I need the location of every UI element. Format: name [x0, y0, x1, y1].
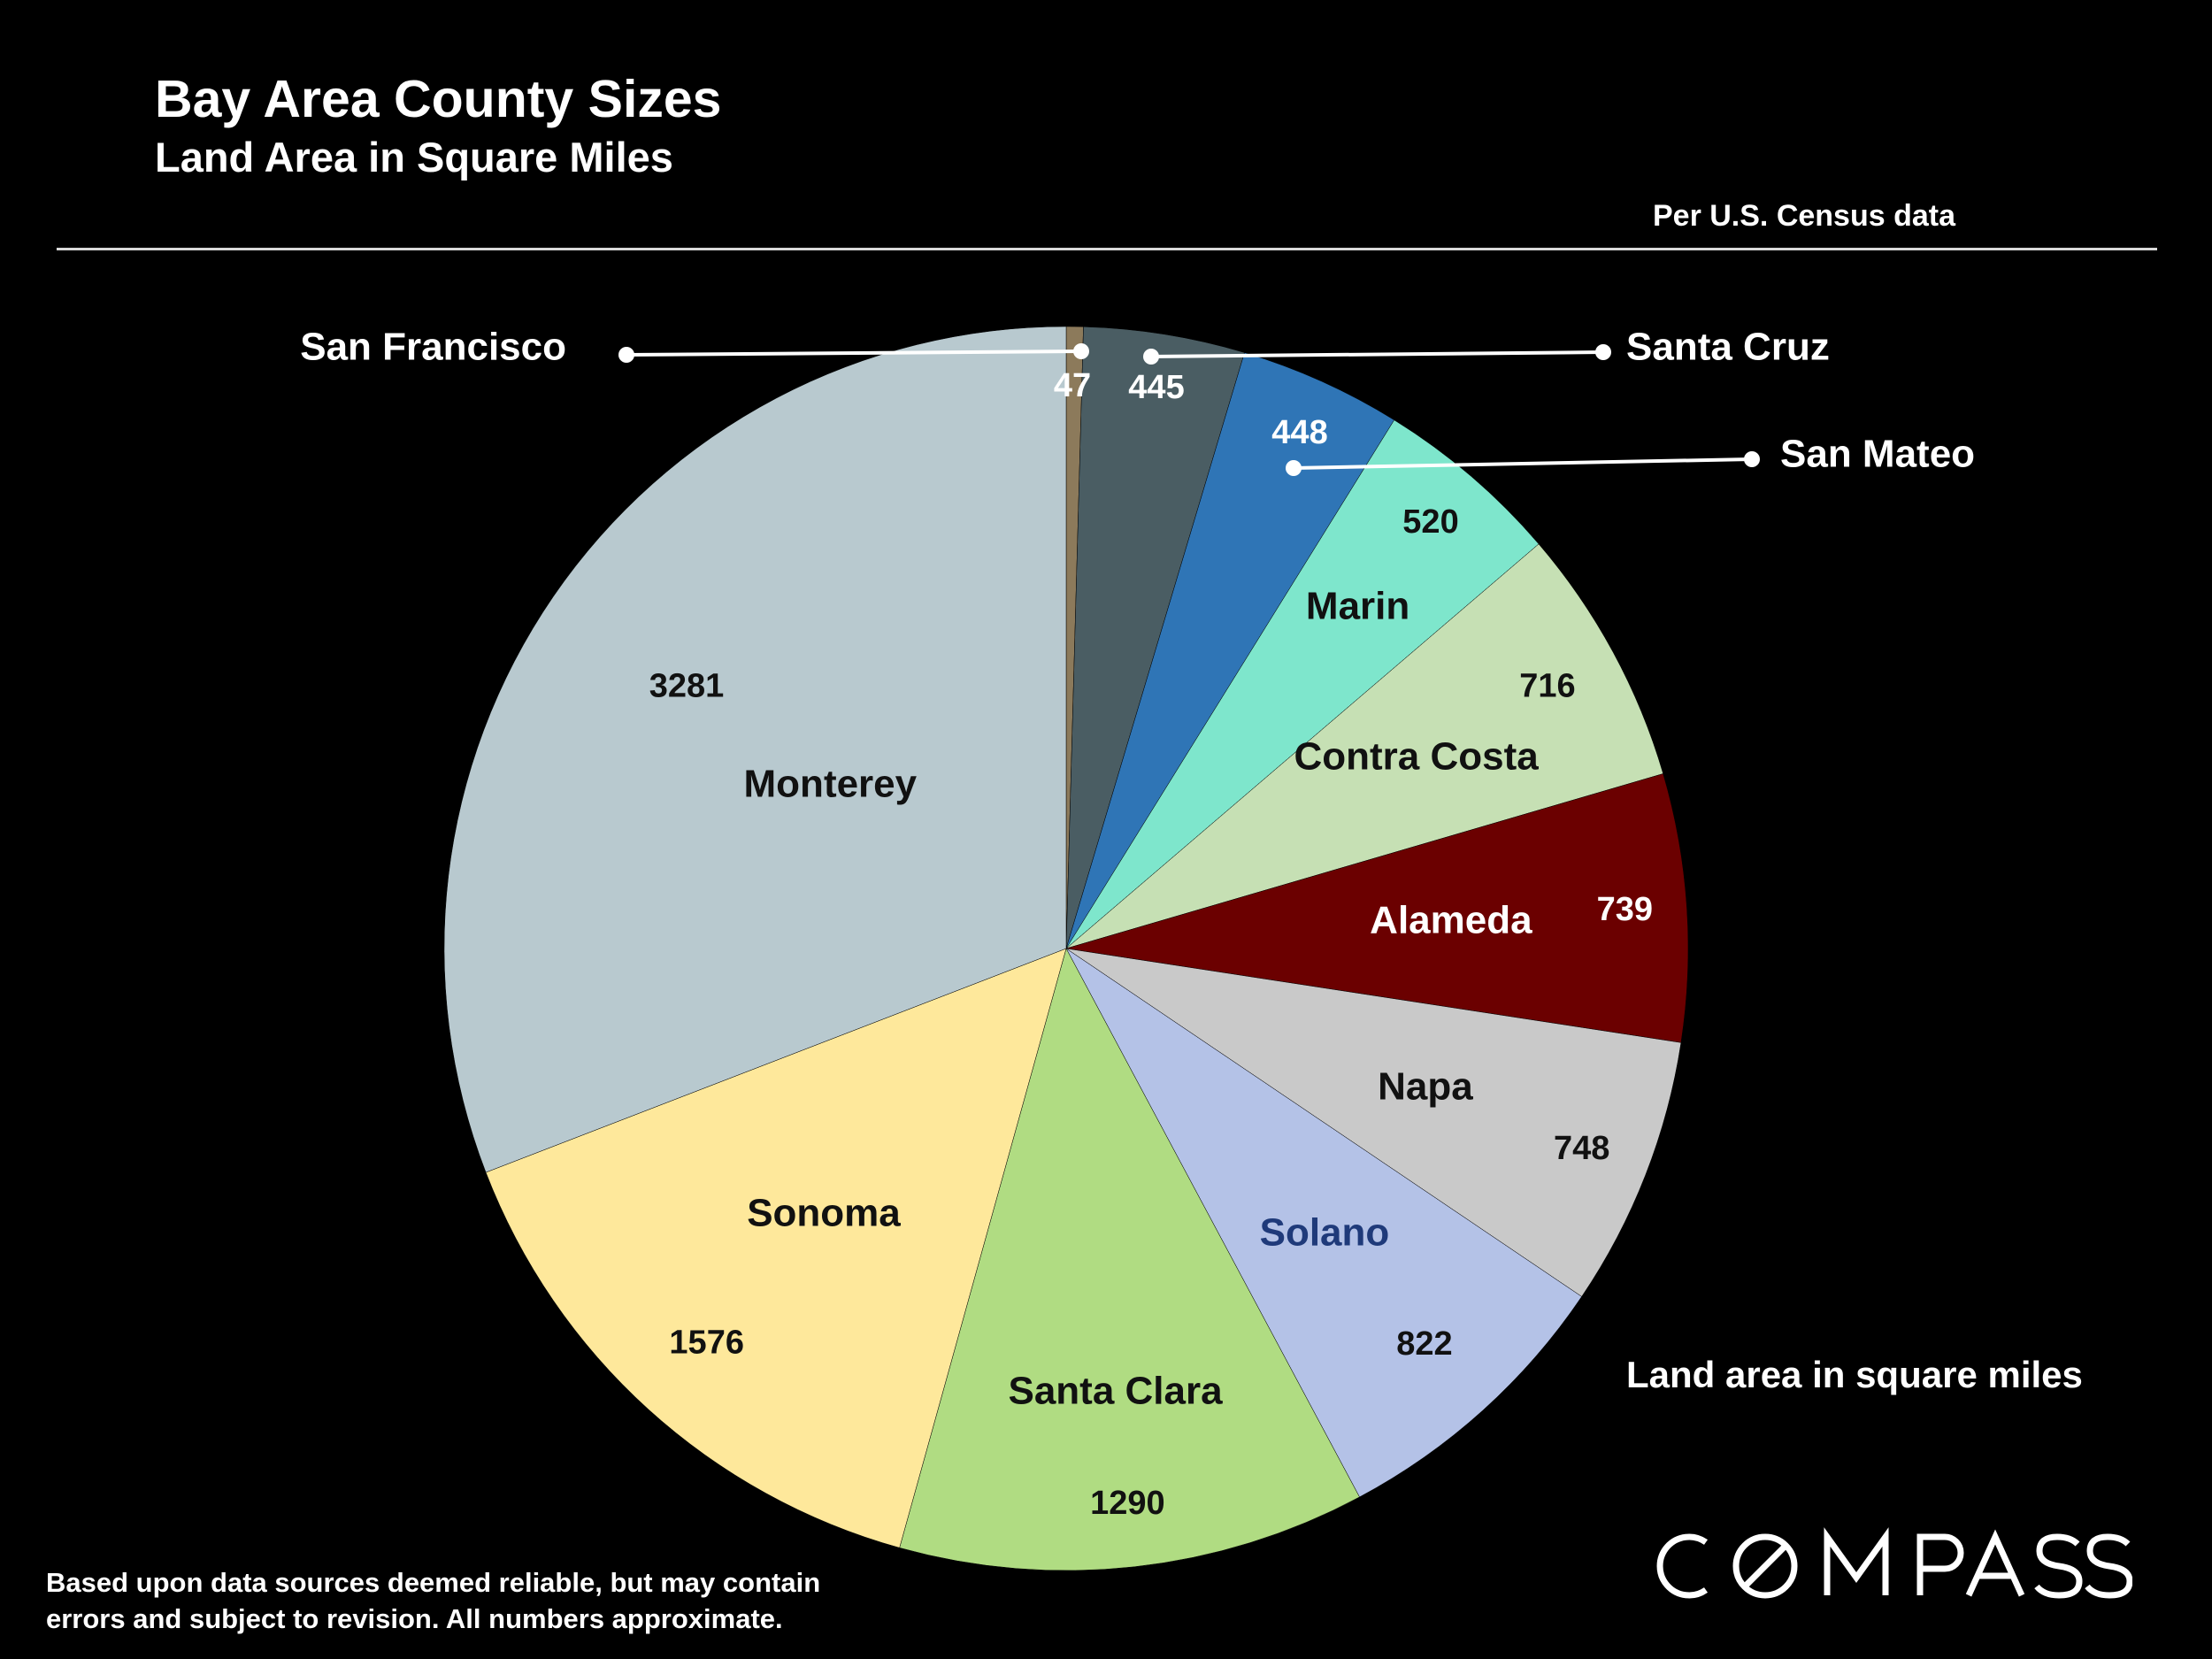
slice-label-alameda: Alameda	[1370, 899, 1532, 942]
callout-dot-santa-cruz	[1595, 344, 1611, 360]
slice-value-san-mateo: 448	[1271, 414, 1327, 451]
slice-label-solano: Solano	[1260, 1210, 1390, 1254]
slice-value-santa-clara: 1290	[1090, 1485, 1165, 1522]
slice-value-napa: 748	[1554, 1130, 1609, 1167]
slice-label-san-mateo: San Mateo	[1780, 433, 1975, 476]
slice-label-santa-cruz: Santa Cruz	[1626, 326, 1830, 369]
slice-label-napa: Napa	[1378, 1064, 1473, 1108]
slice-value-solano: 822	[1396, 1325, 1452, 1363]
header-divider	[57, 248, 2157, 250]
callout-dot-san-mateo	[1744, 451, 1760, 467]
slice-value-monterey: 3281	[649, 668, 725, 705]
callout-dot-san-francisco	[1073, 343, 1089, 359]
pie-slice-marin	[1065, 419, 1540, 949]
pie-slice-santa-clara	[899, 948, 1360, 1571]
source-note: Per U.S. Census data	[1652, 199, 1955, 233]
pie-slice-san-mateo	[1065, 352, 1395, 949]
disclaimer: Based upon data sources deemed reliable,…	[46, 1564, 820, 1637]
pie-slice-santa-cruz	[1065, 326, 1245, 949]
callout-line-santa-cruz	[1150, 350, 1604, 358]
chart-title: Bay Area County Sizes	[155, 70, 722, 128]
legend-note: Land area in square miles	[1626, 1354, 2083, 1395]
pie-slice-contra-costa	[1065, 543, 1663, 949]
slice-label-san-francisco: San Francisco	[300, 326, 566, 369]
pie-slice-napa	[1065, 948, 1682, 1297]
callout-dot-san-francisco	[618, 347, 634, 363]
disclaimer-line-1: Based upon data sources deemed reliable,…	[46, 1567, 821, 1598]
pie-slice-alameda	[1065, 773, 1689, 1043]
slice-label-sonoma: Sonoma	[747, 1192, 901, 1235]
slice-value-alameda: 739	[1597, 891, 1653, 928]
slice-value-santa-cruz: 445	[1128, 369, 1184, 406]
callout-line-san-francisco	[626, 349, 1082, 357]
slice-label-marin: Marin	[1306, 584, 1409, 627]
compass-logo	[1656, 1527, 2132, 1599]
slice-value-san-francisco: 47	[1054, 367, 1091, 404]
callout-dot-san-mateo	[1286, 460, 1302, 476]
slice-label-monterey: Monterey	[744, 763, 918, 806]
callout-line-san-mateo	[1293, 457, 1753, 470]
slice-value-contra-costa: 716	[1519, 667, 1575, 704]
slice-value-marin: 520	[1402, 503, 1458, 541]
chart-subtitle: Land Area in Square Miles	[155, 134, 673, 180]
pie-slice-solano	[1065, 948, 1582, 1498]
callout-dot-santa-cruz	[1143, 349, 1159, 365]
slice-label-contra-costa: Contra Costa	[1294, 734, 1539, 778]
pie-slice-sonoma	[485, 948, 1067, 1548]
disclaimer-line-2: errors and subject to revision. All numb…	[46, 1603, 783, 1634]
slice-value-sonoma: 1576	[669, 1325, 744, 1362]
slice-label-santa-clara: Santa Clara	[1008, 1370, 1223, 1413]
